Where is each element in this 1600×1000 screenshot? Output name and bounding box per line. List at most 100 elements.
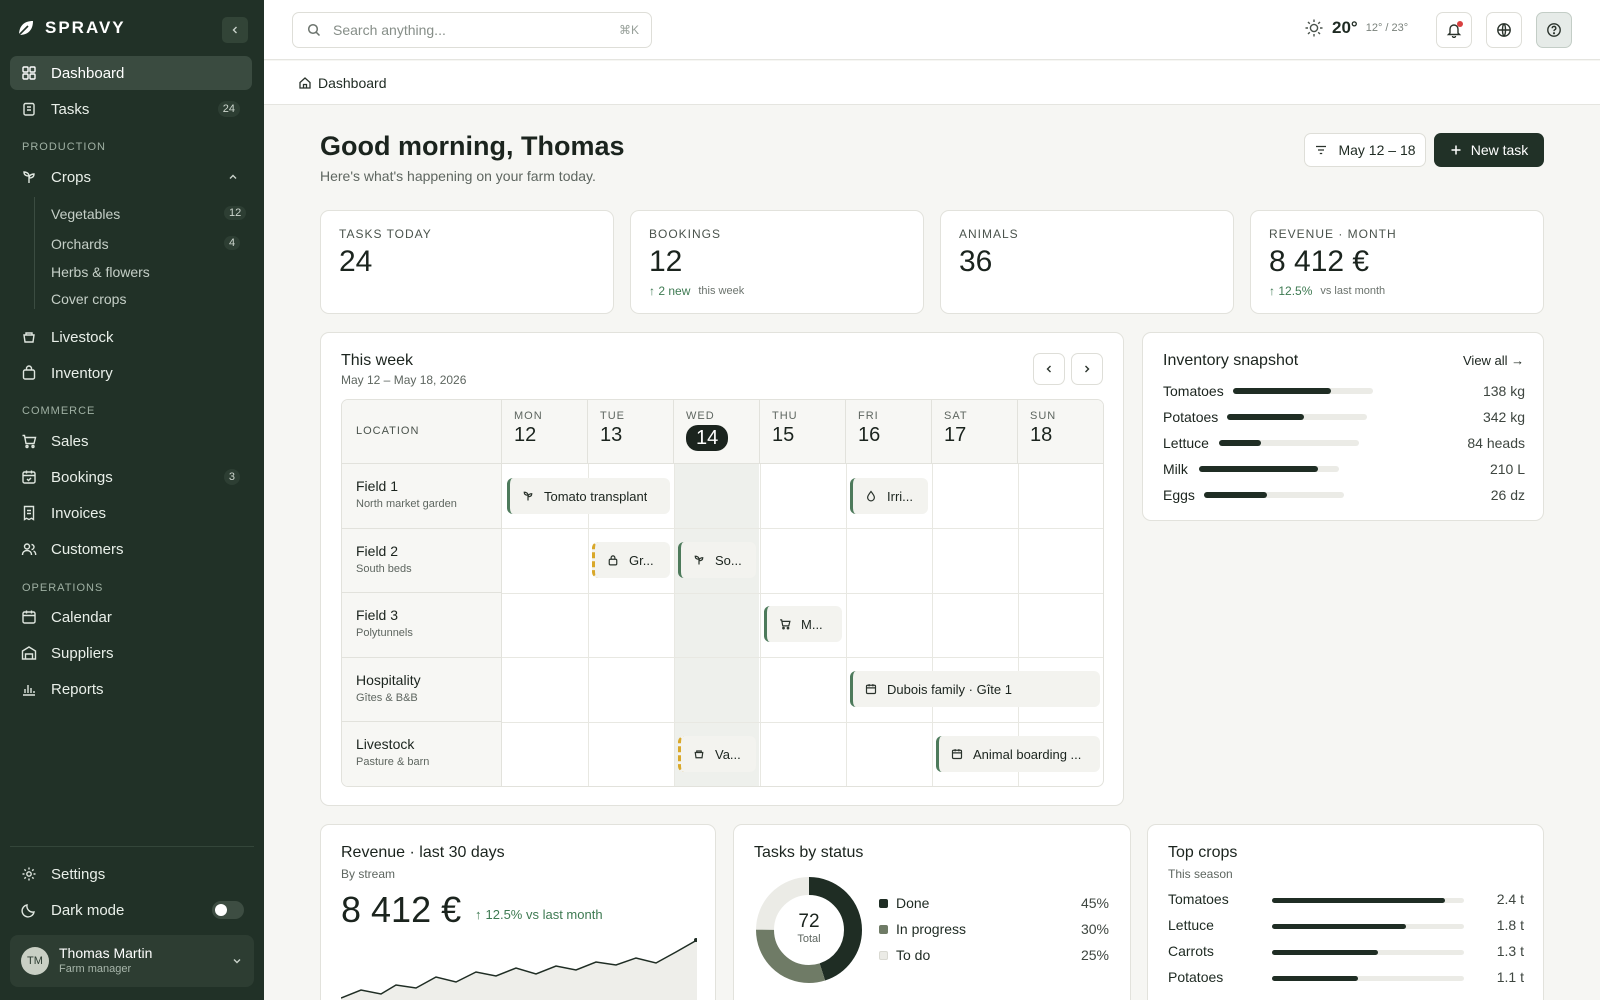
location-row-hospitality: Hospitality Gîtes & B&B <box>342 658 502 722</box>
inventory-level-fill <box>1227 414 1304 420</box>
crop-row[interactable]: Tomatoes 2.4 t <box>1168 891 1524 911</box>
sidebar-item-reports[interactable]: Reports <box>10 672 252 706</box>
donut-slice-to-do[interactable] <box>756 877 862 983</box>
stat-card-tasks-today[interactable]: TASKS TODAY 24 <box>320 210 614 314</box>
inventory-row[interactable]: Tomatoes 138 kg <box>1163 381 1525 401</box>
stat-value: 24 <box>339 245 373 278</box>
day-header-sat: SAT 17 <box>932 400 1018 464</box>
help-button[interactable] <box>1536 12 1572 48</box>
event-dubois-family[interactable]: Dubois family · Gîte 1 <box>850 671 1100 707</box>
crop-amount: 1.8 t <box>1496 917 1524 933</box>
calendar-icon <box>951 749 963 760</box>
status-legend-row[interactable]: In progress 30% <box>879 921 1109 937</box>
user-menu[interactable]: TM Thomas Martin Farm manager <box>10 935 254 987</box>
notifications-button[interactable] <box>1436 12 1472 48</box>
event-market[interactable]: M... <box>764 606 842 642</box>
sidebar-subitem-vegetables[interactable]: Vegetables 12 <box>51 206 247 222</box>
sidebar-subitem-cover-crops[interactable]: Cover crops <box>51 291 126 307</box>
prev-week-button[interactable] <box>1033 353 1065 385</box>
inventory-level-fill <box>1204 492 1267 498</box>
day-name: WED <box>686 410 715 422</box>
brand-logo[interactable]: SPRAVY <box>16 18 126 38</box>
calendar-icon <box>22 610 36 624</box>
sidebar-subitem-herbs-flowers[interactable]: Herbs & flowers <box>51 264 150 280</box>
event-greenhouse[interactable]: Gr... <box>592 542 670 578</box>
week-range: May 12 – May 18, 2026 <box>341 373 467 387</box>
topbar: ⌘K 20° 12° / 23° <box>264 0 1600 60</box>
dark-mode-toggle[interactable] <box>212 901 244 919</box>
inventory-item-name: Milk <box>1163 461 1188 477</box>
sidebar-item-dashboard[interactable]: Dashboard <box>10 56 252 90</box>
event-animal-boarding[interactable]: Animal boarding ... <box>936 736 1100 772</box>
legend-swatch <box>879 924 888 934</box>
stat-delta-value: ↑ 2 new <box>649 284 690 298</box>
moon-icon <box>21 904 35 918</box>
event-irrigation[interactable]: Irri... <box>850 478 928 514</box>
location-desc: South beds <box>356 563 412 575</box>
stat-label: BOOKINGS <box>649 227 722 241</box>
sidebar-item-sales[interactable]: Sales <box>10 424 252 458</box>
brand-name: SPRAVY <box>45 18 126 37</box>
status-legend-row[interactable]: Done 45% <box>879 895 1109 911</box>
date-range-button[interactable]: May 12 – 18 <box>1304 133 1426 167</box>
sidebar-item-tasks[interactable]: Tasks 24 <box>10 92 252 126</box>
sidebar-item-livestock[interactable]: Livestock <box>10 320 252 354</box>
sidebar-item-invoices[interactable]: Invoices <box>10 496 252 530</box>
new-task-button[interactable]: New task <box>1434 133 1544 167</box>
sidebar-item-label: Dashboard <box>51 64 125 82</box>
collapse-sidebar-button[interactable] <box>222 17 248 43</box>
stat-card-revenue[interactable]: REVENUE · MONTH 8 412 € ↑ 12.5% vs last … <box>1250 210 1544 314</box>
day-name: MON <box>514 410 543 422</box>
language-button[interactable] <box>1486 12 1522 48</box>
legend-swatch <box>879 950 888 960</box>
sidebar-item-crops[interactable]: Crops <box>10 160 252 194</box>
inventory-row[interactable]: Potatoes 342 kg <box>1163 407 1525 427</box>
sidebar-item-suppliers[interactable]: Suppliers <box>10 636 252 670</box>
legend-label: In progress <box>896 921 967 937</box>
sidebar-subitem-orchards[interactable]: Orchards 4 <box>51 236 241 252</box>
subitem-label: Herbs & flowers <box>51 264 150 280</box>
event-sowing[interactable]: So... <box>678 542 756 578</box>
weather-temp: 20° <box>1332 18 1358 37</box>
inventory-row[interactable]: Lettuce 84 heads <box>1163 433 1525 453</box>
sidebar-item-settings[interactable]: Settings <box>10 857 252 891</box>
search-box[interactable]: ⌘K <box>292 12 652 48</box>
revenue-value: 8 412 € <box>341 889 462 930</box>
stat-delta: ↑ 12.5% vs last month <box>1269 284 1385 298</box>
sidebar-item-bookings[interactable]: Bookings 3 <box>10 460 252 494</box>
breadcrumb-current[interactable]: Dashboard <box>318 74 387 91</box>
chevron-up-icon <box>229 174 237 179</box>
section-label-commerce: COMMERCE <box>22 405 96 417</box>
inventory-row[interactable]: Eggs 26 dz <box>1163 485 1525 505</box>
next-week-button[interactable] <box>1071 353 1103 385</box>
sidebar-item-calendar[interactable]: Calendar <box>10 600 252 634</box>
sidebar-item-inventory[interactable]: Inventory <box>10 356 252 390</box>
inventory-snapshot-card: Inventory snapshot View all → Tomatoes 13… <box>1142 332 1544 521</box>
day-name: SAT <box>944 410 968 422</box>
sidebar-item-label: Customers <box>51 540 124 558</box>
stat-label: ANIMALS <box>959 227 1019 241</box>
inventory-level-fill <box>1219 440 1261 446</box>
sidebar-divider <box>10 846 254 847</box>
paw-icon <box>23 332 35 343</box>
today-column <box>674 464 759 786</box>
event-label: Irri... <box>887 488 913 504</box>
new-task-label: New task <box>1470 142 1529 158</box>
stat-card-bookings[interactable]: BOOKINGS 12 ↑ 2 new this week <box>630 210 924 314</box>
view-all-link[interactable]: View all → <box>1463 353 1525 368</box>
donut-slice-in-progress[interactable] <box>756 877 862 983</box>
status-legend-row[interactable]: To do 25% <box>879 947 1109 963</box>
stat-card-animals[interactable]: ANIMALS 36 <box>940 210 1234 314</box>
event-vaccination[interactable]: Va... <box>678 736 756 772</box>
crop-row[interactable]: Carrots 1.3 t <box>1168 943 1524 963</box>
crop-name: Lettuce <box>1168 917 1214 933</box>
crop-row[interactable]: Potatoes 1.1 t <box>1168 969 1524 989</box>
location-desc: Pasture & barn <box>356 756 430 768</box>
sidebar-item-customers[interactable]: Customers <box>10 532 252 566</box>
search-input[interactable] <box>333 22 603 38</box>
inventory-row[interactable]: Milk 210 L <box>1163 459 1525 479</box>
day-header-wed: WED 14 <box>674 400 760 464</box>
crop-row[interactable]: Lettuce 1.8 t <box>1168 917 1524 937</box>
chevron-right-icon <box>1085 365 1090 373</box>
event-tomato-transplant[interactable]: Tomato transplant <box>507 478 670 514</box>
